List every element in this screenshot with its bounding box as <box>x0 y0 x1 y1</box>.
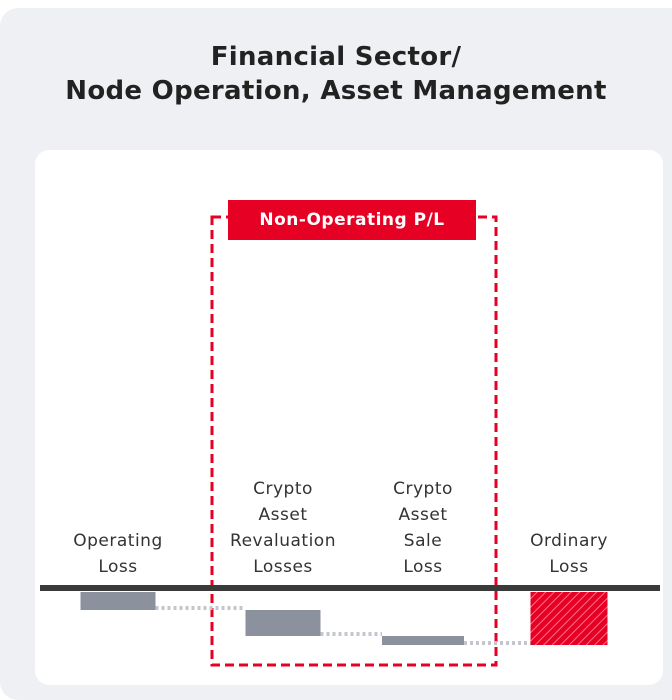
bar <box>245 610 321 636</box>
baseline <box>40 585 660 591</box>
group-box <box>210 215 498 667</box>
chart-title: Financial Sector/ Node Operation, Asset … <box>65 42 607 106</box>
category-label: Crypto Asset Revaluation Losses <box>230 479 336 577</box>
category-label: Ordinary Loss <box>530 531 608 577</box>
category-label: Operating Loss <box>73 531 163 577</box>
category-label: Crypto Asset Sale Loss <box>393 479 453 577</box>
group-label: Non-Operating P/L <box>228 200 476 240</box>
bar <box>80 592 156 610</box>
bar <box>530 592 608 645</box>
bar <box>382 636 464 645</box>
